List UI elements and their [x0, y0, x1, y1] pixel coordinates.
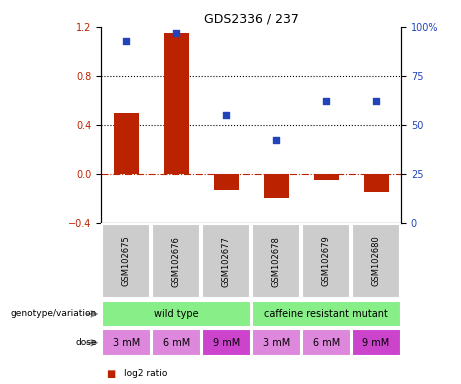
- Text: 3 mM: 3 mM: [113, 338, 140, 348]
- Bar: [152, 329, 201, 356]
- Text: GSM102676: GSM102676: [172, 236, 181, 286]
- Point: [272, 137, 280, 144]
- FancyBboxPatch shape: [102, 224, 150, 298]
- Title: GDS2336 / 237: GDS2336 / 237: [204, 13, 299, 26]
- Text: caffeine resistant mutant: caffeine resistant mutant: [264, 309, 388, 319]
- Bar: [364, 174, 389, 192]
- Point: [372, 98, 380, 104]
- Text: GSM102677: GSM102677: [222, 236, 231, 286]
- Text: genotype/variation: genotype/variation: [11, 310, 97, 318]
- Text: log2 ratio: log2 ratio: [124, 369, 168, 377]
- Text: 6 mM: 6 mM: [163, 338, 190, 348]
- Bar: [202, 329, 251, 356]
- Text: dose: dose: [75, 338, 97, 347]
- Bar: [102, 301, 251, 327]
- FancyBboxPatch shape: [202, 224, 250, 298]
- FancyBboxPatch shape: [252, 224, 300, 298]
- FancyBboxPatch shape: [152, 224, 200, 298]
- Point: [322, 98, 330, 104]
- Point: [172, 30, 180, 36]
- Bar: [114, 113, 139, 174]
- FancyBboxPatch shape: [302, 224, 350, 298]
- Text: GSM102678: GSM102678: [272, 236, 281, 286]
- Bar: [313, 174, 339, 180]
- Text: GSM102680: GSM102680: [372, 236, 381, 286]
- Point: [123, 38, 130, 44]
- Text: ■: ■: [106, 369, 115, 379]
- Text: 9 mM: 9 mM: [362, 338, 390, 348]
- Bar: [252, 329, 301, 356]
- Bar: [352, 329, 401, 356]
- Text: wild type: wild type: [154, 309, 199, 319]
- Bar: [214, 174, 239, 190]
- Point: [223, 112, 230, 118]
- Bar: [264, 174, 289, 198]
- Text: 3 mM: 3 mM: [263, 338, 290, 348]
- Text: 9 mM: 9 mM: [213, 338, 240, 348]
- Bar: [252, 301, 401, 327]
- Bar: [301, 329, 351, 356]
- Bar: [164, 33, 189, 174]
- Text: GSM102675: GSM102675: [122, 236, 131, 286]
- Text: GSM102679: GSM102679: [322, 236, 331, 286]
- Text: 6 mM: 6 mM: [313, 338, 340, 348]
- Bar: [102, 329, 151, 356]
- FancyBboxPatch shape: [352, 224, 400, 298]
